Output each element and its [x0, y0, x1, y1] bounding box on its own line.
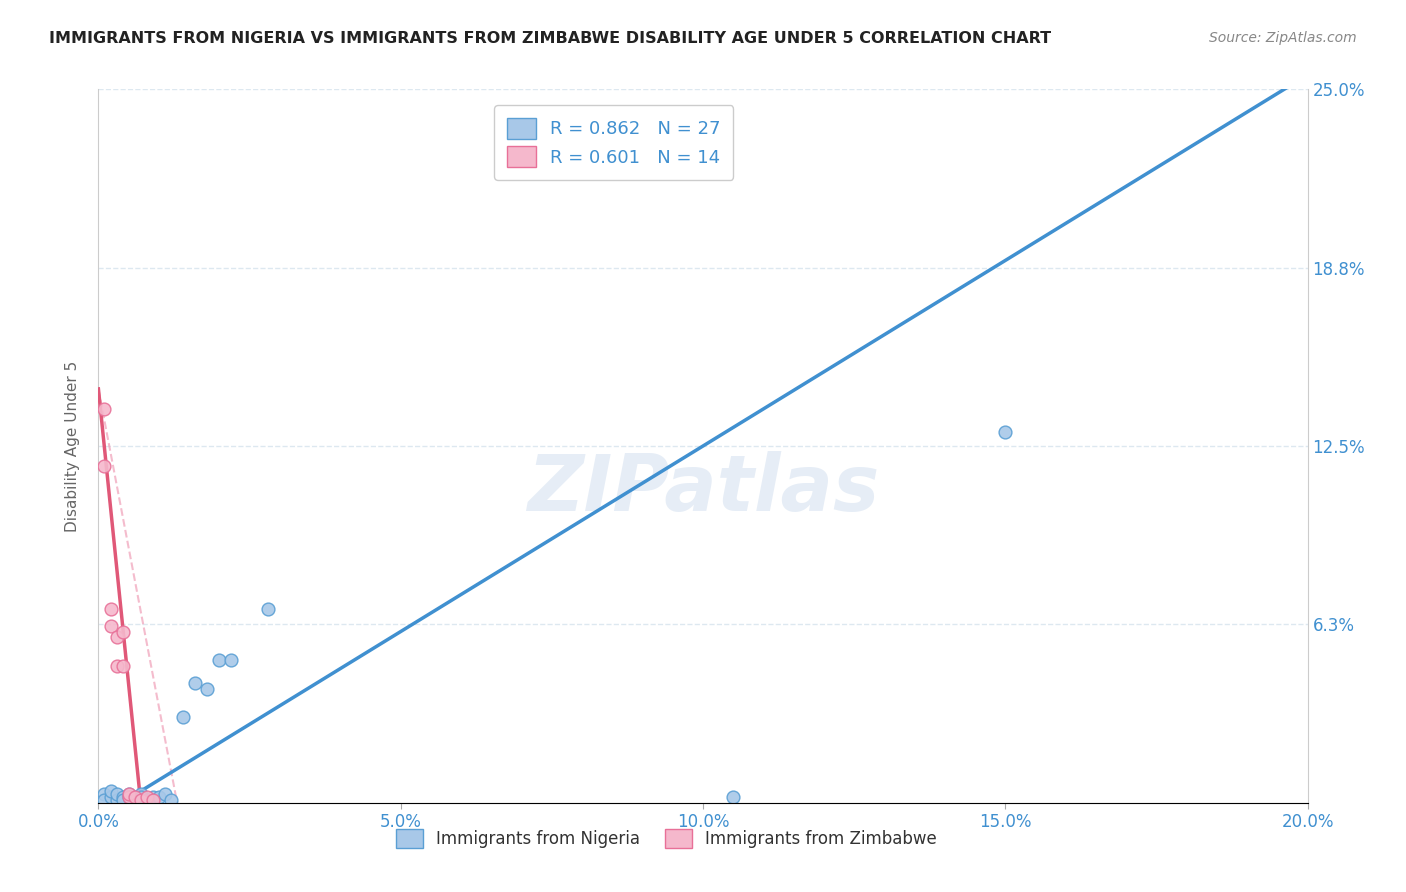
- Point: [184, 676, 207, 690]
- Point: [111, 793, 134, 807]
- Point: [105, 658, 128, 673]
- Point: [93, 401, 115, 416]
- Point: [994, 425, 1017, 439]
- Point: [135, 790, 157, 805]
- Point: [93, 458, 115, 473]
- Point: [111, 658, 134, 673]
- Point: [105, 630, 128, 644]
- Point: [129, 790, 152, 805]
- Point: [124, 793, 146, 807]
- Point: [105, 787, 128, 801]
- Text: Source: ZipAtlas.com: Source: ZipAtlas.com: [1209, 31, 1357, 45]
- Point: [135, 793, 157, 807]
- Point: [105, 793, 128, 807]
- Point: [118, 787, 141, 801]
- Text: IMMIGRANTS FROM NIGERIA VS IMMIGRANTS FROM ZIMBABWE DISABILITY AGE UNDER 5 CORRE: IMMIGRANTS FROM NIGERIA VS IMMIGRANTS FR…: [49, 31, 1052, 46]
- Point: [129, 787, 152, 801]
- Point: [142, 790, 165, 805]
- Point: [256, 601, 278, 615]
- Point: [160, 793, 183, 807]
- Y-axis label: Disability Age Under 5: Disability Age Under 5: [65, 360, 80, 532]
- Point: [723, 790, 745, 805]
- Point: [195, 681, 218, 696]
- Point: [221, 653, 243, 667]
- Point: [100, 784, 122, 798]
- Point: [118, 787, 141, 801]
- Point: [172, 710, 194, 724]
- Point: [118, 790, 141, 805]
- Point: [208, 653, 231, 667]
- Point: [93, 793, 115, 807]
- Point: [118, 790, 141, 805]
- Point: [142, 793, 165, 807]
- Point: [100, 790, 122, 805]
- Point: [153, 787, 176, 801]
- Point: [111, 790, 134, 805]
- Point: [111, 624, 134, 639]
- Point: [93, 787, 115, 801]
- Point: [129, 793, 152, 807]
- Text: ZIPatlas: ZIPatlas: [527, 450, 879, 527]
- Point: [124, 790, 146, 805]
- Point: [124, 790, 146, 805]
- Point: [100, 601, 122, 615]
- Legend: Immigrants from Nigeria, Immigrants from Zimbabwe: Immigrants from Nigeria, Immigrants from…: [389, 822, 943, 855]
- Point: [100, 619, 122, 633]
- Point: [148, 790, 170, 805]
